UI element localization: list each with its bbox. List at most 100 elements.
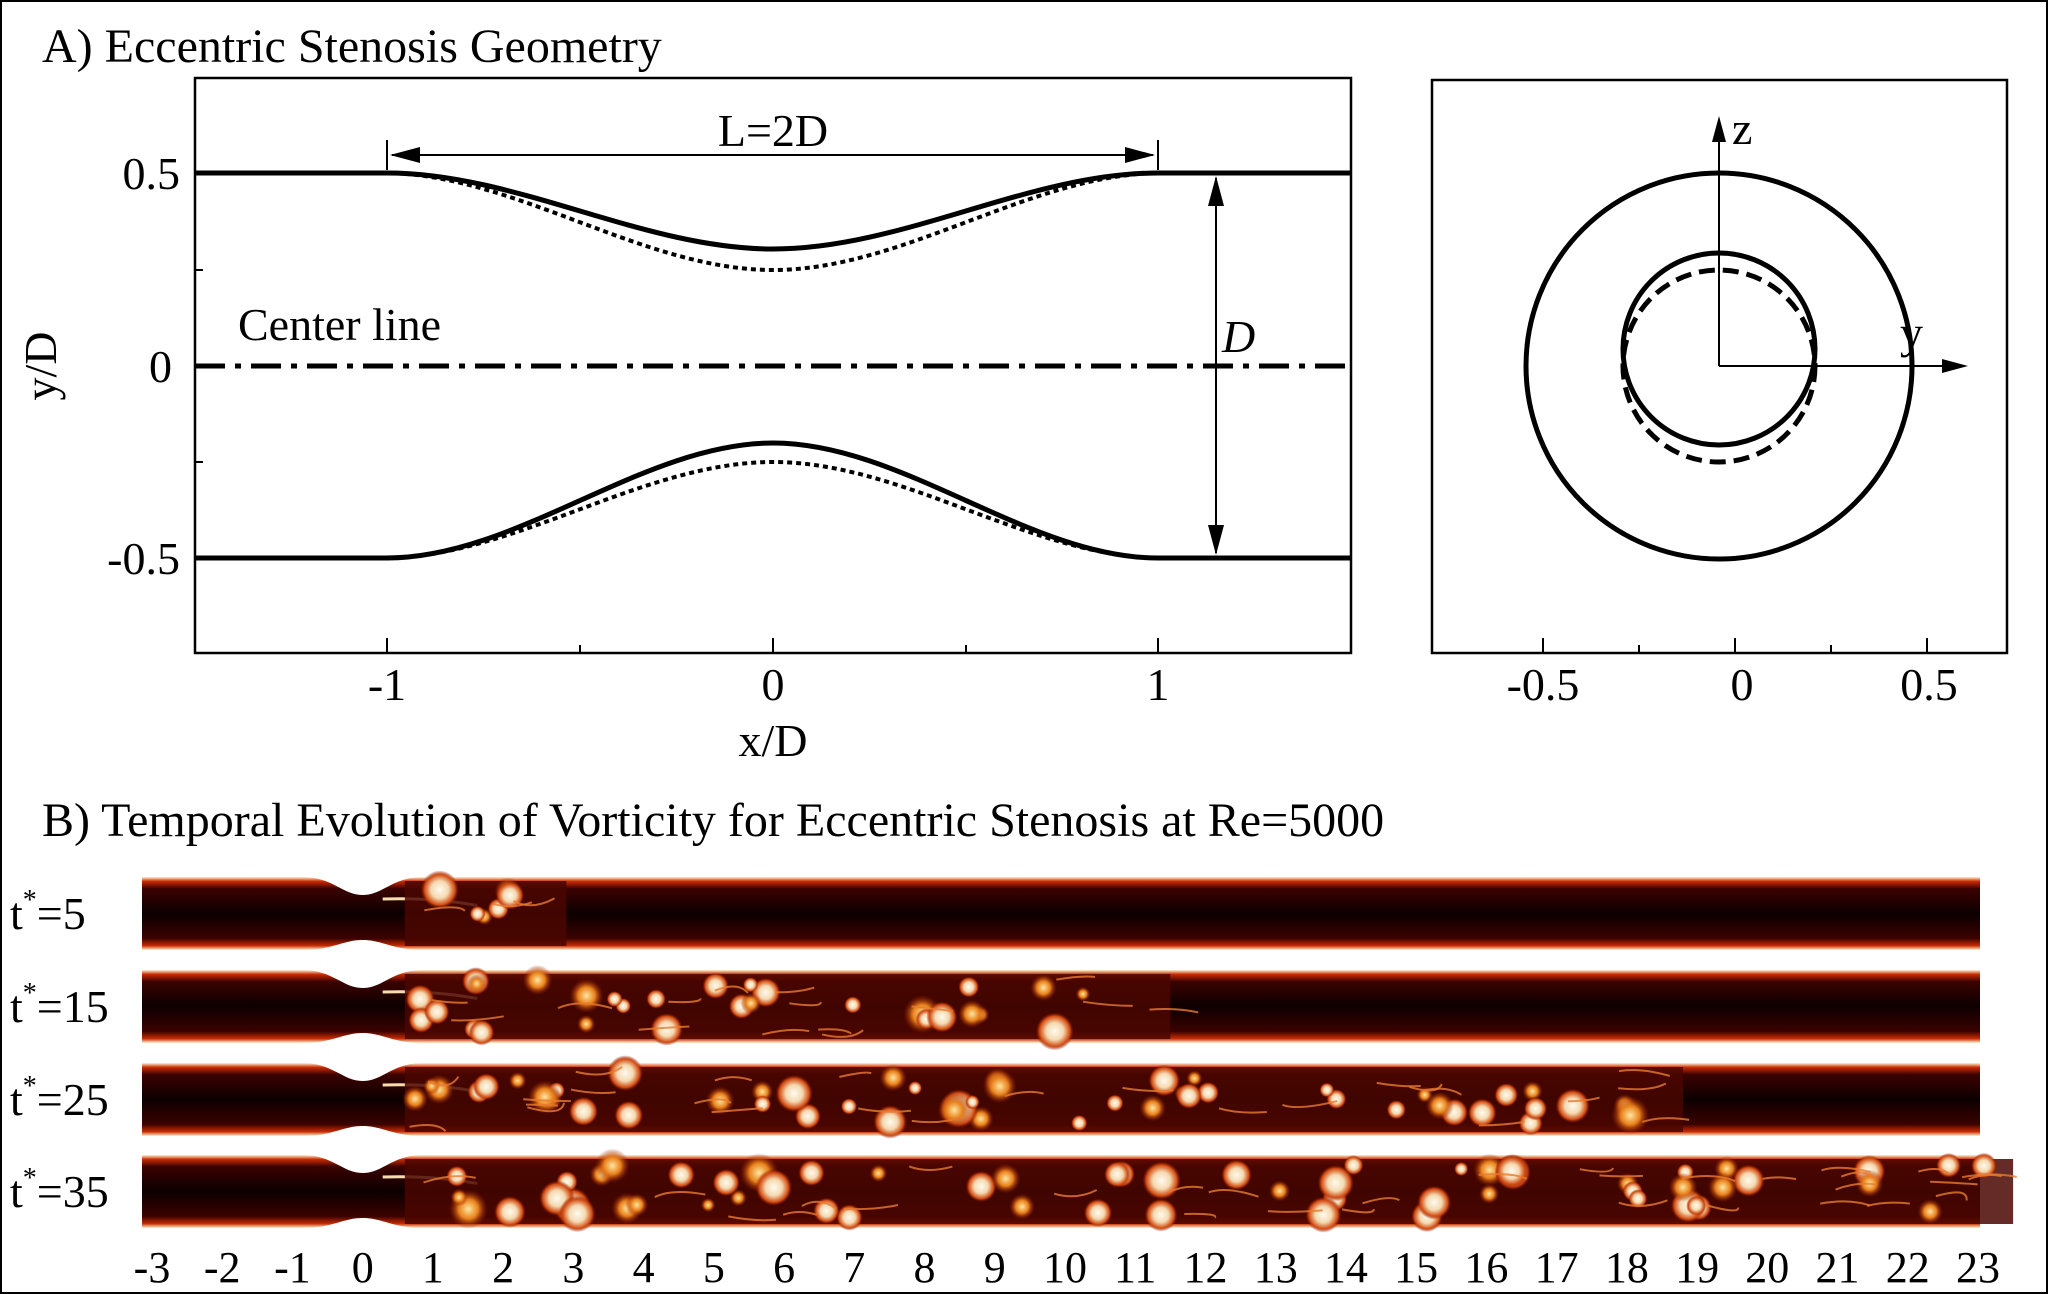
vortex [1035, 1012, 1074, 1051]
x-tick-label: 23 [1956, 1243, 2000, 1292]
vortex-filament [424, 906, 466, 912]
vortex [1175, 1082, 1202, 1109]
vortex-filament [1122, 1086, 1174, 1093]
vortex-filament [911, 1114, 967, 1124]
stenosis-throat [302, 1033, 423, 1043]
x-tick-label: 22 [1886, 1243, 1930, 1292]
vortex-filament [911, 1005, 954, 1013]
x-tick-label: 1 [1147, 659, 1170, 710]
vortex [424, 999, 450, 1025]
vortex [450, 1188, 468, 1207]
time-label: t*=5 [10, 885, 86, 939]
vorticity-snapshot [142, 1148, 2017, 1233]
x-tick-label: 17 [1535, 1243, 1579, 1292]
vortex [908, 1081, 923, 1096]
vortex-filament [908, 1165, 953, 1172]
vortex [1083, 1198, 1113, 1227]
vortex-filament [1282, 1100, 1338, 1109]
vortex-filament [1935, 1191, 1968, 1201]
vortex [700, 1197, 716, 1213]
cross-section-frame [1430, 78, 2009, 655]
x-tick-label: 11 [1114, 1243, 1156, 1292]
vortex [844, 996, 862, 1014]
vortex [1142, 1161, 1181, 1200]
vortex-filament [821, 1029, 864, 1038]
vortex-filament [1961, 1173, 2017, 1179]
vortex-filament [818, 1028, 852, 1035]
vortex-filament [1056, 975, 1096, 981]
diameter-arrow-top [1208, 176, 1224, 206]
vortex-filament [512, 897, 555, 907]
panel-b-title: B) Temporal Evolution of Vorticity for E… [42, 794, 1384, 847]
vortex [1555, 1088, 1590, 1124]
cross-section-ticks [1542, 638, 1928, 653]
vortex [1106, 1094, 1124, 1112]
vortex [836, 1204, 863, 1231]
vortex [1732, 1164, 1765, 1197]
vortex [569, 978, 604, 1013]
stenosis-throat [302, 940, 423, 950]
vortex [873, 1105, 907, 1139]
x-tick-label: -1 [368, 659, 406, 710]
vortex-filament [839, 1071, 872, 1078]
vortex [607, 1055, 644, 1092]
vortex-filament [1579, 1167, 1615, 1173]
vortex [469, 905, 486, 922]
vortex [990, 1163, 1021, 1194]
vortex [840, 1098, 858, 1115]
vortex-filament [1004, 1090, 1044, 1098]
time-label: t*=35 [10, 1163, 109, 1217]
length-arrow-right [1125, 147, 1155, 163]
vortex [1075, 986, 1091, 1002]
vortex [1686, 1195, 1707, 1216]
vortex-filament [1618, 1082, 1667, 1091]
vortex-filament [1218, 1107, 1267, 1114]
vortex [1305, 1196, 1342, 1233]
vortex-filament [1053, 1189, 1098, 1198]
vortex [1523, 1096, 1548, 1121]
vortex [1386, 1100, 1406, 1120]
vortex-filament [1599, 1174, 1643, 1178]
x-tick-label: 19 [1675, 1243, 1719, 1292]
vortex [1319, 1082, 1335, 1098]
vortex-filament [728, 1215, 777, 1222]
panel-a-title: A) Eccentric Stenosis Geometry [42, 20, 662, 73]
vortex [705, 1086, 735, 1116]
vortex-filament [492, 901, 533, 908]
vortex-filament [762, 1028, 810, 1036]
vortex-filament [1866, 1201, 1911, 1207]
vortex-filament [527, 1102, 565, 1113]
vortex-filament [570, 1088, 616, 1095]
vortex-filament [427, 1076, 460, 1087]
vortex [494, 1196, 526, 1228]
vortex-filament [1376, 1081, 1421, 1088]
vortex [1611, 1096, 1650, 1135]
stenosis-throat [302, 877, 423, 895]
lower-wall-solid [195, 440, 1351, 561]
vortex-filament [1762, 1176, 1797, 1181]
vortex [879, 1064, 907, 1092]
vortex [568, 1096, 599, 1127]
vortex [742, 977, 759, 993]
vortex-filament [1362, 1197, 1400, 1205]
vortex-filament [858, 1107, 912, 1113]
x-tick-label: 4 [633, 1243, 655, 1292]
vortex-filament [782, 1210, 818, 1216]
cross-x-tick-label: -0.5 [1507, 659, 1580, 710]
stenosis-throat [302, 970, 423, 988]
cross-section-plot: -0.5 0 0.5 z y [1430, 78, 2009, 710]
y-axis-arrowhead [1942, 359, 1968, 373]
x-tick-label: 12 [1183, 1243, 1227, 1292]
vortex-filament [1267, 1209, 1323, 1213]
vortex [1317, 1164, 1354, 1202]
vortex [775, 1074, 813, 1113]
vortex-filament [1341, 1208, 1375, 1214]
vortex-filament [1409, 1083, 1443, 1092]
vortex [1917, 1198, 1943, 1225]
vortex-filament [1705, 1204, 1740, 1212]
x-tick-label: 15 [1394, 1243, 1438, 1292]
x-tick-label: 9 [984, 1243, 1006, 1292]
vortex [1454, 1161, 1469, 1177]
vortex [1186, 1070, 1203, 1087]
x-tick-label: 5 [703, 1243, 725, 1292]
